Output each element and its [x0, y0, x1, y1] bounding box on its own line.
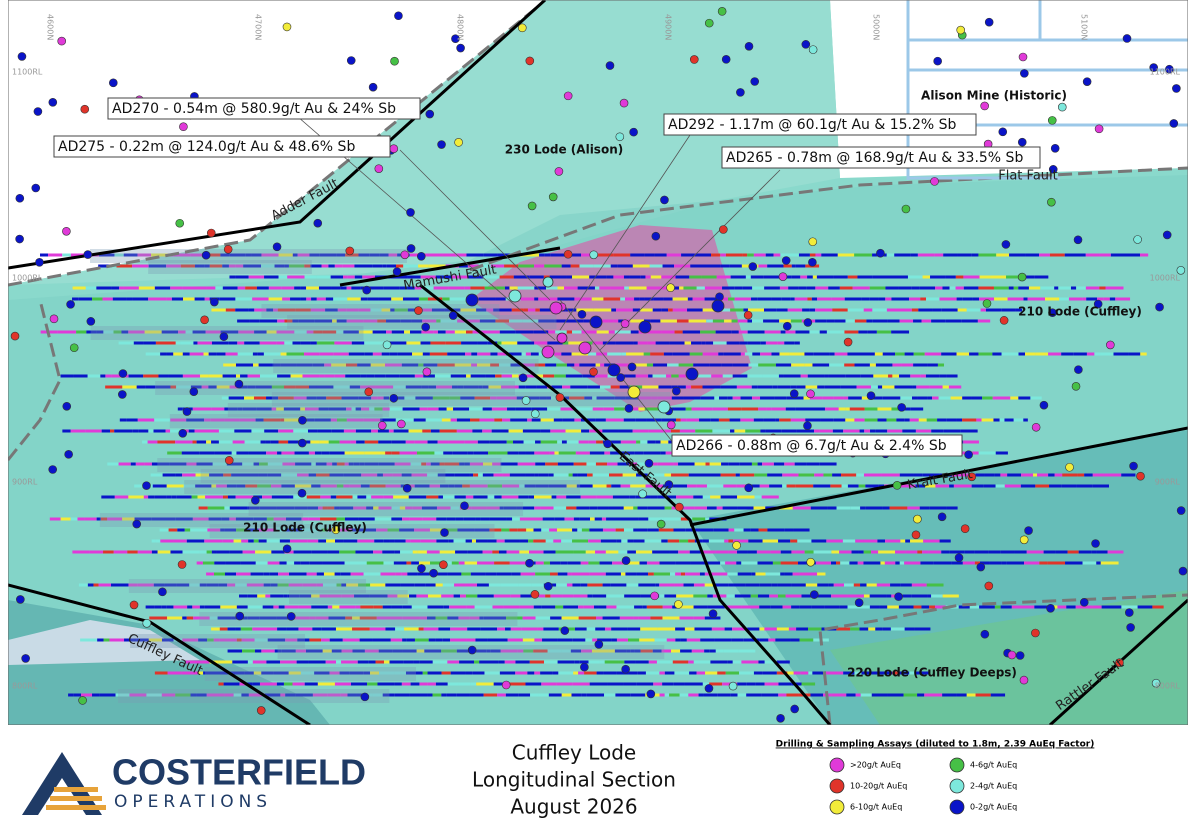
legend-label: >20g/t AuEq	[850, 761, 901, 770]
callout: AD270 - 0.54m @ 580.9g/t Au & 24% Sb	[112, 101, 396, 117]
legend-swatch	[949, 757, 965, 773]
title: August 2026	[510, 795, 637, 819]
legend-swatch	[949, 799, 965, 815]
callout-box	[721, 146, 1041, 169]
legend: >20g/t AuEq 4-6g/t AuEq 10-20g/t AuEq 2-4g/…	[829, 757, 1017, 815]
fault-label: Flat Fault	[998, 169, 1057, 184]
lode-label: 210 Lode (Cuffley)	[1018, 305, 1142, 319]
lode-label: 210 Lode (Cuffley)	[243, 521, 367, 535]
callout-box	[53, 135, 391, 158]
callout-box	[663, 113, 977, 136]
grid-label: 1100RL	[1150, 68, 1181, 77]
grid-label: 4700N	[254, 14, 263, 40]
grid-label: 800RL	[12, 682, 38, 691]
callout-box	[671, 434, 963, 457]
logo-name: COSTERFIELD	[112, 752, 366, 793]
callout: AD266 - 0.88m @ 6.7g/t Au & 2.4% Sb	[676, 438, 947, 454]
grid-label: 900RL	[12, 478, 38, 487]
legend-label: 0-2g/t AuEq	[970, 803, 1017, 812]
grid-label: 4800N	[456, 14, 465, 40]
logo-sub: OPERATIONS	[114, 792, 272, 812]
grid-label: 800RL	[1155, 682, 1181, 691]
legend-label: 10-20g/t AuEq	[850, 782, 907, 791]
grid-label: 1100RL	[12, 68, 43, 77]
lode-label: Alison Mine (Historic)	[921, 89, 1067, 103]
legend-swatch	[949, 778, 965, 794]
legend-label: 6-10g/t AuEq	[850, 803, 902, 812]
legend-swatch	[829, 799, 845, 815]
grid-label: 1000RL	[1150, 274, 1181, 283]
title: Cuffley Lode	[512, 741, 637, 765]
callout-box	[107, 97, 421, 120]
lode-label: 220 Lode (Cuffley Deeps)	[847, 666, 1017, 680]
legend-swatch	[829, 778, 845, 794]
callout: AD265 - 0.78m @ 168.9g/t Au & 33.5% Sb	[726, 150, 1023, 166]
lode-label: 230 Lode (Alison)	[505, 143, 623, 157]
drill-strings	[40, 249, 1164, 703]
logo: COSTERFIELD OPERATIONS	[22, 752, 366, 815]
grid-label: 1000RL	[12, 274, 43, 283]
grid-label: 4600N	[46, 14, 55, 40]
legend-swatch	[829, 757, 845, 773]
title: Longitudinal Section	[472, 768, 676, 792]
legend-label: 4-6g/t AuEq	[970, 761, 1017, 770]
grid-label: 5000N	[872, 14, 881, 40]
map: 4600N 4700N 4800N 4900N 5000N 5100N 1100RL 1100…	[8, 0, 1188, 725]
callout: AD292 - 1.17m @ 60.1g/t Au & 15.2% Sb	[668, 117, 957, 133]
grid-label: 4900N	[664, 14, 673, 40]
grid-label: 900RL	[1155, 478, 1181, 487]
grid-label: 5100N	[1080, 14, 1089, 40]
callout: AD275 - 0.22m @ 124.0g/t Au & 48.6% Sb	[58, 139, 355, 155]
legend-label: 2-4g/t AuEq	[970, 782, 1017, 791]
legend-title: Drilling & Sampling Assays (diluted to 1…	[776, 740, 1095, 750]
